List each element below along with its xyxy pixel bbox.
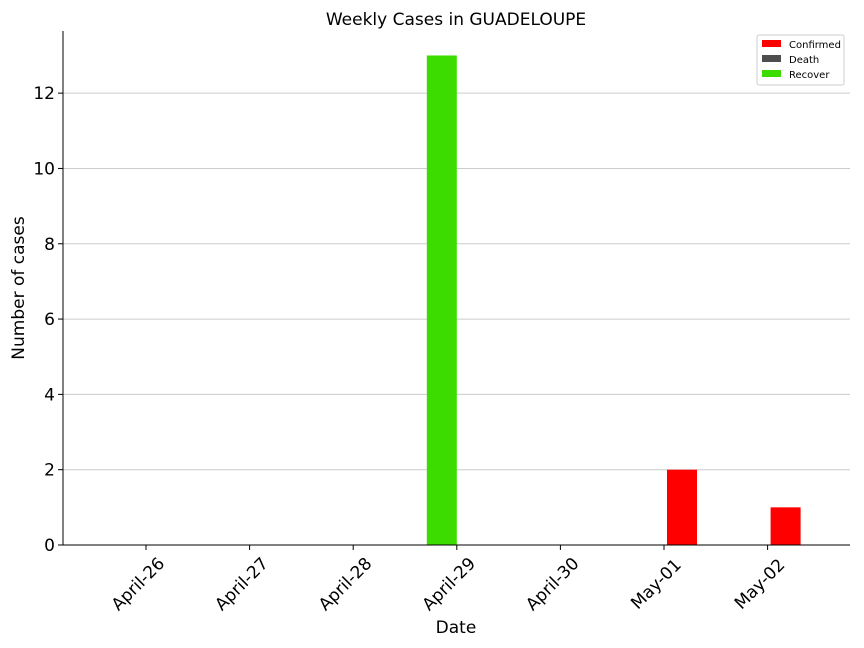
y-ticks: 0 2 4 6 8 10 12 (33, 84, 63, 556)
legend-swatch-confirmed (762, 40, 781, 47)
x-tick-label: April-27 (211, 554, 272, 615)
legend-label-confirmed: Confirmed (789, 40, 841, 51)
x-tick-label: May-01 (627, 555, 685, 613)
x-axis-label: Date (436, 618, 477, 638)
y-tick-label: 8 (44, 235, 55, 255)
chart-title: Weekly Cases in GUADELOUPE (326, 10, 586, 30)
bar-confirmed-may-01 (667, 469, 697, 545)
x-tick-label: May-02 (731, 555, 789, 613)
x-ticks: April-26 April-27 April-28 April-29 April-30… (108, 545, 789, 615)
bar-recover-april-29 (426, 55, 457, 545)
x-tick-label: April-30 (522, 554, 583, 615)
y-axis-label: Number of cases (9, 216, 29, 360)
legend-swatch-recover (762, 70, 781, 77)
legend-label-death: Death (789, 55, 819, 66)
y-tick-label: 0 (44, 536, 55, 556)
x-tick-label: April-29 (419, 554, 480, 615)
x-tick-label: April-26 (108, 554, 169, 615)
legend-label-recover: Recover (789, 70, 830, 81)
y-tick-label: 6 (44, 310, 55, 330)
bars-layer (426, 55, 801, 545)
y-tick-label: 10 (33, 159, 55, 179)
legend: Confirmed Death Recover (756, 34, 845, 86)
y-tick-label: 4 (44, 385, 55, 405)
y-tick-label: 12 (33, 84, 55, 104)
y-tick-label: 2 (44, 461, 55, 481)
bar-confirmed-may-02 (770, 507, 801, 545)
x-tick-label: April-28 (315, 554, 376, 615)
legend-swatch-death (762, 55, 781, 62)
